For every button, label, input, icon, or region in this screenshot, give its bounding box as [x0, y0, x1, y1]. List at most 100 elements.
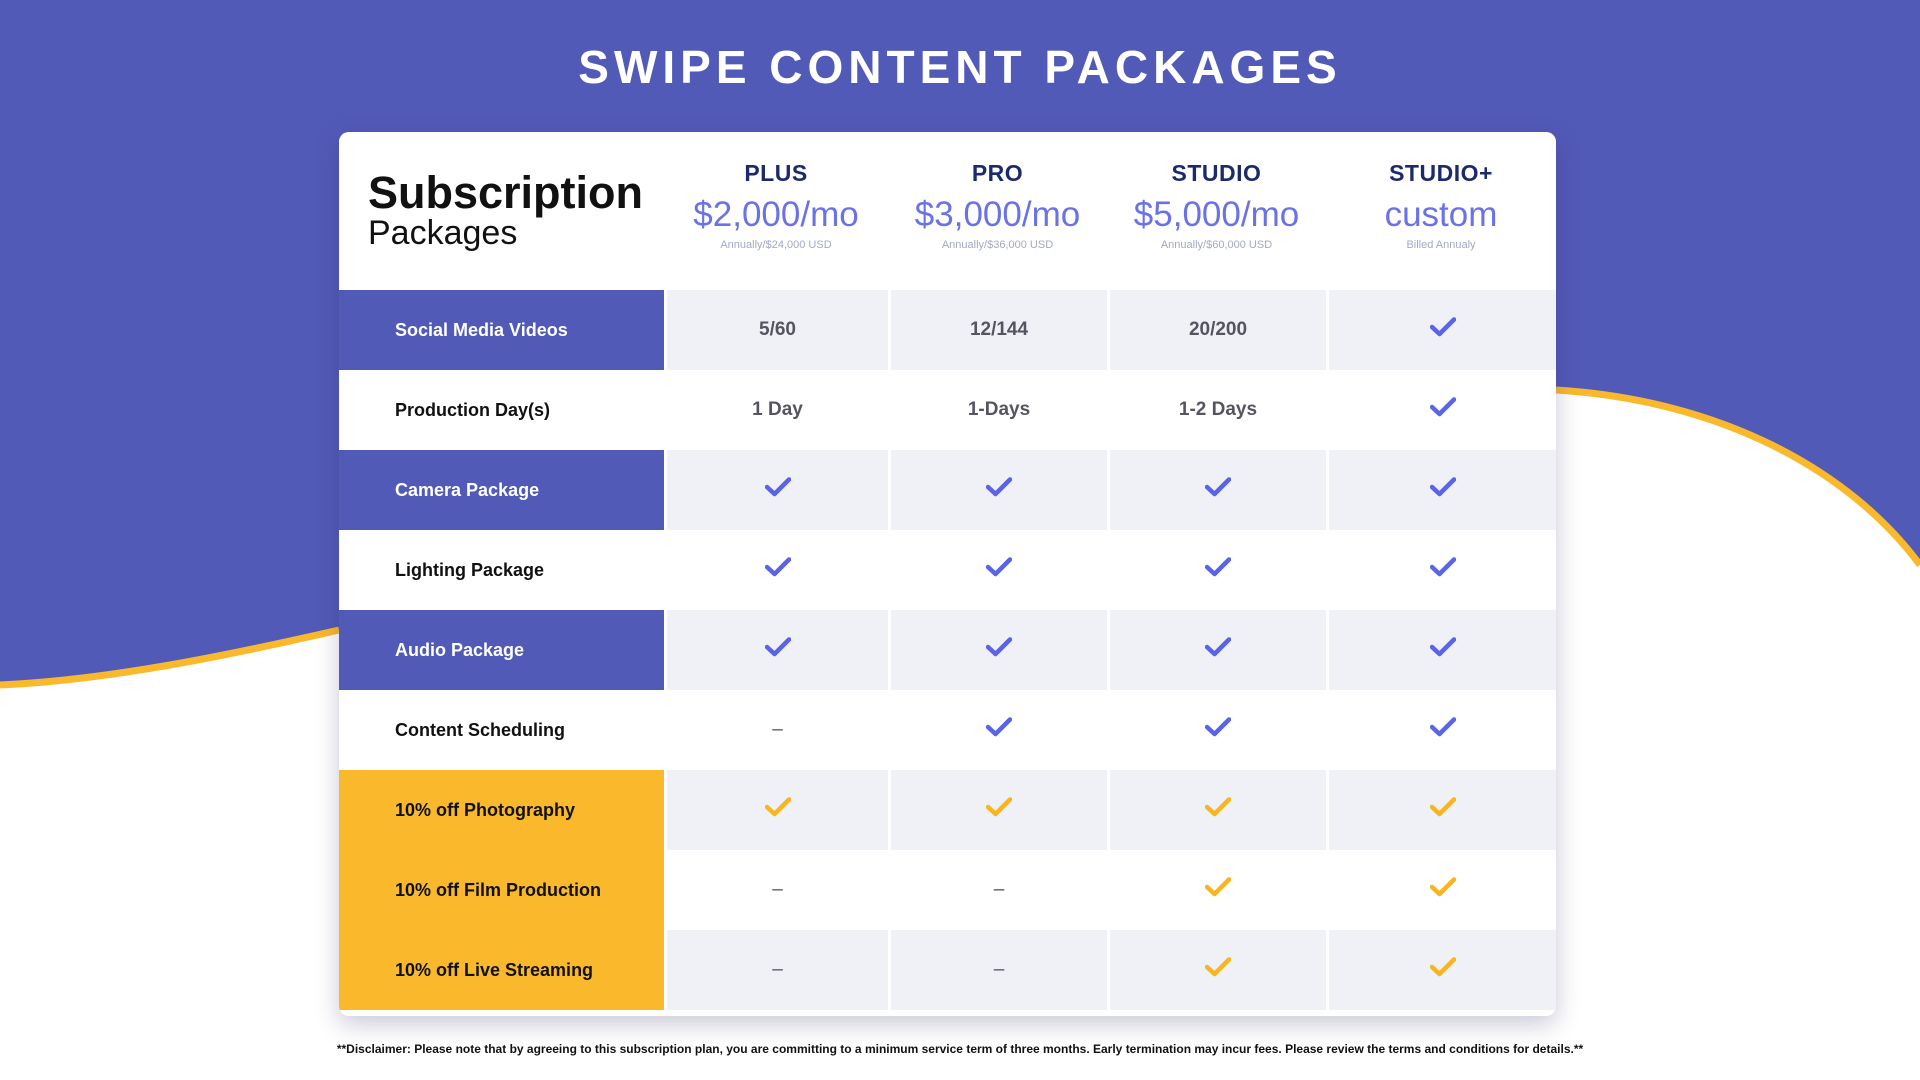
table-cell: [1107, 530, 1326, 610]
plan-header-pro: PRO $3,000/mo Annually/$36,000 USD: [888, 132, 1107, 290]
page-title: SWIPE CONTENT PACKAGES: [578, 41, 1342, 93]
checkmark-icon: [985, 477, 1013, 503]
checkmark-icon: [985, 637, 1013, 663]
dash-mark: –: [993, 959, 1005, 980]
plan-price: $3,000/mo: [914, 195, 1081, 234]
disclaimer-text: **Disclaimer: Please note that by agreei…: [336, 1042, 1584, 1056]
table-cell: [1107, 610, 1326, 690]
table-cell: 12/144: [888, 290, 1107, 370]
checkmark-icon: [1429, 477, 1456, 503]
table-cell: [888, 610, 1107, 690]
checkmark-icon: [1429, 317, 1456, 343]
table-cell: [1326, 690, 1556, 770]
plan-name: STUDIO: [1171, 160, 1262, 186]
table-row: Social Media Videos 5/60 12/144 20/200: [339, 290, 1556, 370]
cell-value: 20/200: [1188, 319, 1248, 340]
table-row: Content Scheduling –: [339, 690, 1556, 770]
table-cell: [1107, 690, 1326, 770]
dash-mark: –: [772, 719, 783, 740]
checkmark-icon: [764, 797, 791, 823]
plan-name: STUDIO+: [1389, 160, 1493, 186]
table-cell: [664, 450, 888, 530]
table-row: 10% off Photography: [339, 770, 1556, 850]
table-row: 10% off Live Streaming – –: [339, 930, 1556, 1010]
dash-mark: –: [772, 959, 783, 980]
row-label: 10% off Photography: [339, 770, 664, 850]
table-heading-sub: Packages: [368, 214, 518, 252]
row-label: Content Scheduling: [339, 690, 664, 770]
cell-value: 1-2 Days: [1178, 399, 1258, 420]
table-cell: [1107, 850, 1326, 930]
checkmark-icon: [1429, 717, 1456, 743]
plan-billing-note: Annually/$36,000 USD: [941, 239, 1054, 251]
table-cell: [888, 530, 1107, 610]
table-cell: –: [664, 690, 888, 770]
cell-value: 12/144: [969, 319, 1029, 340]
table-cell: 1-Days: [888, 370, 1107, 450]
checkmark-icon: [1204, 797, 1232, 823]
table-cell: [1326, 930, 1556, 1010]
checkmark-icon: [764, 557, 791, 583]
table-cell: [1107, 930, 1326, 1010]
dash-mark: –: [772, 879, 783, 900]
table-cell: [664, 610, 888, 690]
checkmark-icon: [1204, 637, 1232, 663]
checkmark-icon: [985, 717, 1013, 743]
table-cell: [1107, 450, 1326, 530]
row-label: Social Media Videos: [339, 290, 664, 370]
plan-billing-note: Annually/$60,000 USD: [1160, 239, 1273, 251]
table-body: Social Media Videos 5/60 12/144 20/200 Produ…: [339, 290, 1556, 1010]
plan-price: $2,000/mo: [693, 195, 859, 234]
checkmark-icon: [985, 797, 1013, 823]
table-cell: [888, 450, 1107, 530]
table-header-row: Subscription Packages PLUS $2,000/mo Ann…: [339, 132, 1556, 290]
checkmark-icon: [1429, 397, 1456, 423]
table-row: 10% off Film Production – –: [339, 850, 1556, 930]
checkmark-icon: [1429, 637, 1456, 663]
cell-value: 5/60: [759, 319, 796, 340]
table-cell: [664, 530, 888, 610]
plan-price: $5,000/mo: [1133, 195, 1300, 234]
checkmark-icon: [1204, 717, 1232, 743]
cell-value: 1-Days: [967, 399, 1031, 420]
checkmark-icon: [1429, 957, 1456, 983]
table-cell: –: [664, 850, 888, 930]
table-cell: [1326, 530, 1556, 610]
plan-name: PLUS: [744, 160, 808, 186]
row-label: Camera Package: [339, 450, 664, 530]
checkmark-icon: [1204, 557, 1232, 583]
table-heading-main: Subscription: [368, 167, 644, 218]
table-heading: Subscription Packages: [339, 132, 664, 290]
table-row: Lighting Package: [339, 530, 1556, 610]
table-cell: [664, 770, 888, 850]
table-cell: [1326, 610, 1556, 690]
table-cell: [1326, 290, 1556, 370]
table-cell: –: [888, 930, 1107, 1010]
checkmark-icon: [1429, 877, 1456, 903]
checkmark-icon: [1204, 957, 1232, 983]
row-label: Production Day(s): [339, 370, 664, 450]
checkmark-icon: [985, 557, 1013, 583]
table-cell: [1326, 370, 1556, 450]
table-cell: 5/60: [664, 290, 888, 370]
table-cell: –: [664, 930, 888, 1010]
plan-price: custom: [1384, 195, 1498, 234]
table-cell: [888, 690, 1107, 770]
table-row: Production Day(s) 1 Day 1-Days 1-2 Days: [339, 370, 1556, 450]
table-row: Audio Package: [339, 610, 1556, 690]
table-cell: [1107, 770, 1326, 850]
row-label: Audio Package: [339, 610, 664, 690]
cell-value: 1 Day: [752, 399, 803, 420]
checkmark-icon: [1429, 797, 1456, 823]
pricing-table: Subscription Packages PLUS $2,000/mo Ann…: [339, 132, 1556, 1016]
checkmark-icon: [764, 477, 791, 503]
row-label: Lighting Package: [339, 530, 664, 610]
table-cell: [888, 770, 1107, 850]
row-label: 10% off Film Production: [339, 850, 664, 930]
table-cell: –: [888, 850, 1107, 930]
plan-header-studio: STUDIO $5,000/mo Annually/$60,000 USD: [1107, 132, 1326, 290]
plan-billing-note: Annually/$24,000 USD: [720, 239, 832, 251]
plan-billing-note: Billed Annualy: [1406, 239, 1476, 251]
checkmark-icon: [1204, 877, 1232, 903]
row-label: 10% off Live Streaming: [339, 930, 664, 1010]
